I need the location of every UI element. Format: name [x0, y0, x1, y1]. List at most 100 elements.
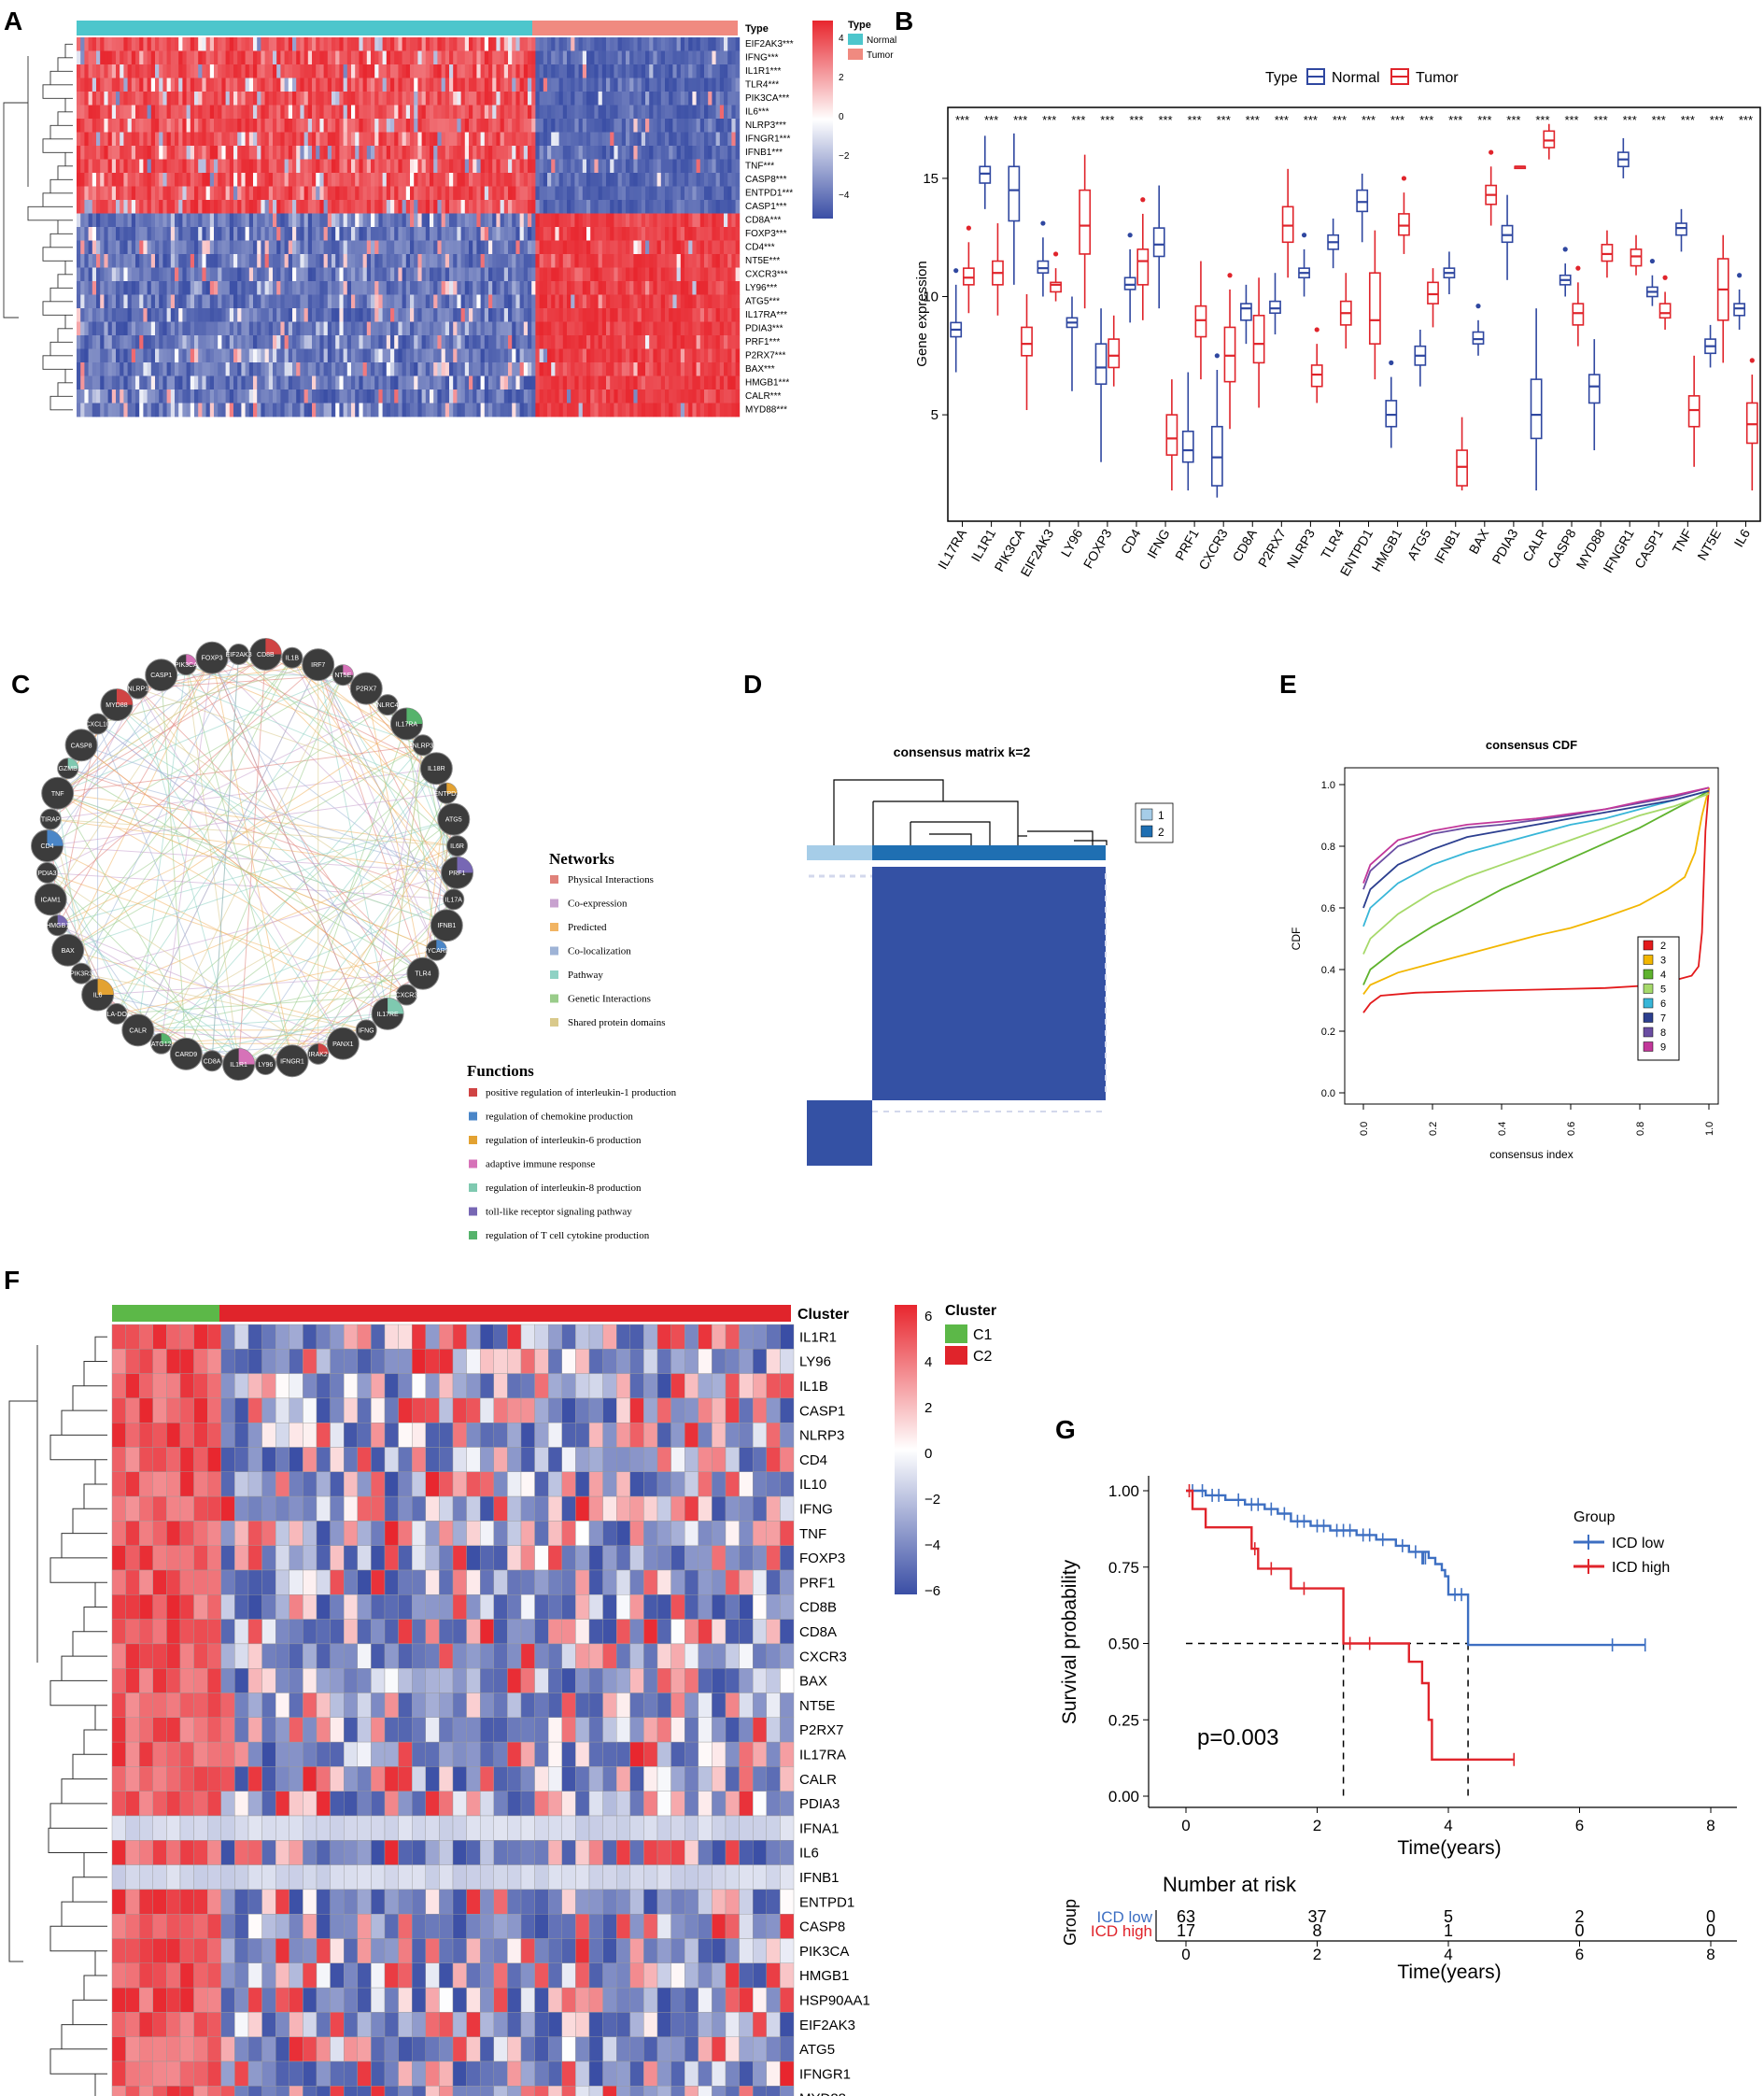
heat-cell [264, 186, 270, 201]
heat-cell [586, 146, 591, 160]
heat-cell [303, 213, 309, 228]
heat-cell [175, 92, 179, 106]
heat-cell [346, 403, 352, 418]
heat-cell [100, 389, 105, 404]
panel-b-plot-frame [947, 106, 1761, 522]
heat-cell [394, 146, 399, 160]
heat-cell [582, 348, 587, 363]
heat-cell [535, 213, 540, 228]
heat-cell [512, 105, 516, 120]
heat-cell [107, 267, 113, 282]
heat-cell [346, 173, 352, 187]
heat-cell [257, 348, 261, 363]
heat-cell [209, 362, 215, 376]
heat-cell [221, 50, 226, 65]
heat-cell [88, 78, 93, 92]
heat-cell [170, 132, 176, 147]
heat-cell [617, 105, 623, 120]
heat-cell [645, 254, 650, 268]
heat-cell [614, 159, 618, 174]
heat-cell [276, 227, 281, 241]
panel-label-a: A [4, 7, 22, 35]
heat-cell [402, 308, 407, 322]
heat-cell [519, 294, 525, 309]
heat-cell [378, 308, 383, 322]
heat-cell [273, 403, 277, 418]
heat-cell [586, 159, 591, 174]
heat-cell [535, 37, 540, 51]
heat-cell [437, 186, 442, 201]
heat-cell [335, 335, 340, 349]
heat-cell [237, 105, 242, 120]
heat-cell [731, 78, 736, 92]
heat-cell [582, 132, 587, 147]
heat-cell [362, 37, 368, 51]
heat-cell [276, 254, 281, 268]
heat-cell [543, 294, 548, 309]
heat-cell [261, 362, 265, 376]
heat-cell [366, 348, 372, 363]
heat-cell [339, 308, 344, 322]
panel-b-xtick-label: PDIA3 [1489, 526, 1520, 566]
heat-cell [241, 50, 246, 65]
panel-b-box-normal [1037, 220, 1050, 297]
heat-cell [120, 173, 124, 187]
heat-cell [96, 146, 101, 160]
heat-cell [296, 240, 301, 255]
heat-cell [464, 335, 470, 349]
heat-cell [253, 64, 258, 78]
heat-cell [405, 50, 411, 65]
heat-cell [688, 281, 693, 295]
heat-cell [437, 200, 442, 214]
heat-cell [688, 64, 693, 78]
heat-cell [155, 173, 160, 187]
heat-cell [735, 267, 741, 282]
heat-cell [449, 335, 454, 349]
heat-cell [464, 254, 470, 268]
heat-cell [708, 403, 713, 418]
heat-cell [430, 321, 434, 336]
heat-cell [453, 78, 458, 92]
heat-cell [402, 375, 407, 390]
heat-cell [366, 37, 372, 51]
heat-cell [696, 132, 701, 147]
heat-cell [237, 132, 242, 147]
heat-cell [162, 348, 167, 363]
heat-cell [221, 308, 226, 322]
heat-cell [528, 78, 532, 92]
heat-cell [684, 375, 689, 390]
heat-cell [421, 64, 427, 78]
heat-cell [680, 213, 685, 228]
heat-cell [123, 213, 128, 228]
heat-cell [645, 119, 650, 133]
heat-cell [405, 146, 411, 160]
heat-cell [626, 240, 630, 255]
heat-cell [120, 403, 124, 418]
heat-cell [80, 375, 85, 390]
heat-cell [484, 321, 489, 336]
heat-cell [323, 254, 329, 268]
heat-cell [96, 173, 101, 187]
panel-b-xtick-label: CXCR3 [1195, 526, 1231, 572]
heat-cell [441, 281, 446, 295]
heat-cell [351, 50, 356, 65]
heat-cell [669, 146, 673, 160]
heat-cell [343, 281, 348, 295]
heat-cell [496, 50, 501, 65]
heat-cell [150, 119, 156, 133]
heat-cell [562, 308, 568, 322]
heat-cell [303, 132, 309, 147]
heat-cell [528, 335, 532, 349]
heat-cell [104, 321, 108, 336]
heat-cell [92, 50, 97, 65]
heat-cell [578, 37, 584, 51]
heat-cell [323, 78, 329, 92]
heat-cell [245, 186, 250, 201]
heat-cell [441, 362, 446, 376]
heat-cell [143, 348, 148, 363]
heat-cell [253, 254, 258, 268]
heat-cell [225, 321, 231, 336]
heat-cell [202, 294, 206, 309]
heat-cell [143, 254, 148, 268]
heat-cell [359, 119, 363, 133]
